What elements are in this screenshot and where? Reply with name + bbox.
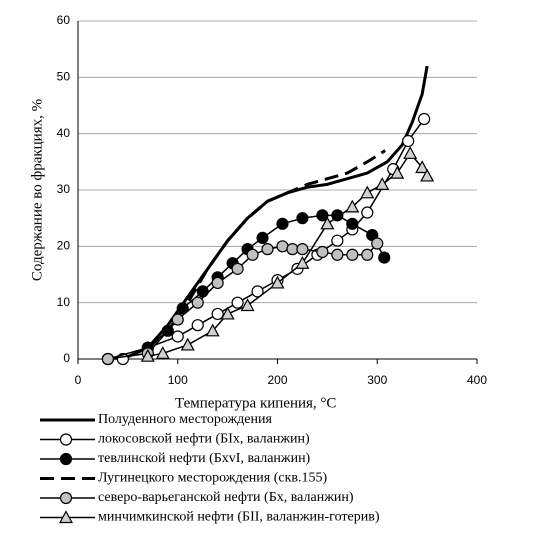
y-tick-label: 30 [57, 182, 71, 196]
point [345, 199, 360, 213]
point [296, 212, 309, 225]
point [196, 285, 209, 298]
point [361, 248, 374, 261]
legend-marker [59, 452, 73, 466]
point [316, 245, 329, 259]
point [402, 134, 415, 148]
x-tick-label: 100 [168, 373, 188, 387]
point [171, 313, 184, 326]
point [171, 330, 184, 343]
point [360, 185, 375, 199]
point [378, 251, 391, 264]
point [420, 168, 435, 182]
series-line [147, 152, 428, 357]
point [276, 240, 289, 253]
series-line [122, 65, 429, 361]
point [346, 248, 359, 261]
y-tick-label: 50 [57, 70, 71, 84]
legend-label: Полуденного месторождения [98, 412, 272, 427]
x-axis-title: Температура кипения, °C [175, 395, 336, 411]
point [346, 217, 359, 230]
point [261, 243, 274, 256]
point [361, 206, 374, 219]
legend-label: локосовской нефти (БIx, валанжин) [98, 432, 310, 447]
point [331, 234, 344, 247]
point [390, 165, 405, 179]
point [403, 146, 418, 159]
series-line [107, 243, 378, 360]
point [286, 243, 299, 256]
point [295, 255, 310, 269]
y-tick-label: 40 [57, 126, 71, 140]
point [231, 296, 244, 309]
point [296, 243, 309, 256]
legend-marker [58, 510, 74, 524]
point [191, 296, 204, 309]
x-tick-label: 300 [367, 373, 387, 387]
point [371, 237, 384, 250]
point [331, 248, 344, 261]
point [180, 337, 195, 351]
point [256, 231, 269, 244]
point [205, 323, 220, 337]
point [418, 112, 431, 126]
legend-label: минчимкинской нефти (БII, валанжин-готер… [98, 510, 380, 525]
point [246, 248, 259, 261]
legend-label: северо-варьеганской нефти (Бx, валанжин) [98, 490, 354, 505]
point [270, 275, 285, 289]
y-tick-label: 10 [57, 295, 71, 309]
legend-label: тевлинской нефти (БxvI, валанжин) [98, 451, 311, 466]
point [140, 348, 155, 362]
y-tick-label: 20 [57, 239, 71, 253]
x-tick-label: 200 [267, 373, 287, 387]
series-line [146, 149, 387, 349]
point [251, 285, 264, 298]
point [101, 352, 115, 366]
x-tick-label: 0 [75, 373, 82, 387]
y-tick-label: 60 [57, 13, 71, 27]
point [231, 262, 244, 275]
x-tick-label: 400 [467, 373, 487, 387]
point [415, 160, 430, 174]
point [211, 307, 224, 321]
point [375, 177, 390, 190]
point [220, 306, 235, 320]
legend-marker [59, 433, 73, 446]
point [276, 217, 289, 230]
point [191, 319, 204, 332]
point [240, 298, 255, 312]
legend-marker [59, 491, 73, 505]
legend-label: Лугинецкого месторождения (скв.155) [98, 471, 328, 486]
point [155, 346, 170, 359]
point [316, 209, 329, 222]
point [320, 216, 335, 230]
y-tick-label: 0 [63, 351, 70, 365]
y-axis-title: Содержание во фракциях, % [29, 99, 45, 281]
point [211, 276, 224, 290]
